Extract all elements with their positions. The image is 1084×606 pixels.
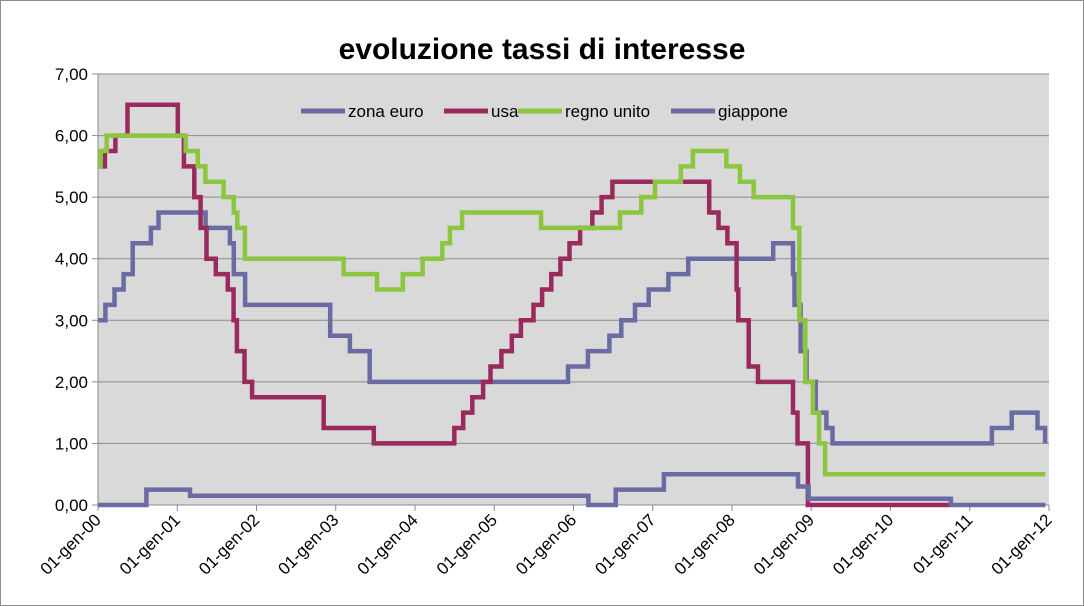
x-tick-label: 01-gen-12 (988, 510, 1056, 578)
y-tick-label: 3,00 (55, 311, 88, 330)
y-tick-label: 7,00 (55, 65, 88, 84)
y-tick-label: 1,00 (55, 434, 88, 453)
x-tick-label: 01-gen-11 (909, 510, 976, 577)
plot-area (98, 74, 1049, 505)
x-tick-label: 01-gen-08 (671, 510, 739, 578)
x-tick-label: 01-gen-05 (433, 510, 501, 578)
y-tick-label: 2,00 (55, 373, 88, 392)
x-tick-label: 01-gen-01 (116, 510, 184, 578)
x-tick-label: 01-gen-09 (750, 510, 818, 578)
x-tick-label: 01-gen-06 (512, 510, 580, 578)
series-line-usa (98, 102, 950, 508)
x-tick-label: 01-gen-02 (195, 510, 263, 578)
legend-label: giappone (718, 102, 788, 121)
x-tick-label: 01-gen-03 (274, 510, 342, 578)
y-tick-label: 4,00 (55, 250, 88, 269)
y-tick-label: 6,00 (55, 127, 88, 146)
legend-label: zona euro (348, 102, 424, 121)
legend-label: regno unito (565, 102, 650, 121)
chart-title: evoluzione tassi di interesse (339, 33, 746, 66)
series-line-giappone (98, 471, 1046, 508)
legend: zona euro usa regno unito giappone (301, 102, 788, 121)
y-tick-label: 5,00 (55, 188, 88, 207)
y-axis: 0,00 1,00 2,00 3,00 4,00 5,00 6,00 7,00 (55, 65, 99, 515)
series-line-zona-euro (98, 210, 1048, 446)
x-tick-label: 01-gen-10 (829, 510, 897, 578)
series-lines (98, 102, 1048, 508)
x-axis: 01-gen-00 01-gen-01 01-gen-02 01-gen-03 01-g… (37, 504, 1056, 579)
series-line-regno-unito (98, 133, 1046, 477)
legend-label: usa (491, 102, 519, 121)
x-tick-label: 01-gen-07 (591, 510, 659, 578)
x-tick-label: 01-gen-04 (354, 510, 422, 578)
x-tick-label: 01-gen-00 (37, 510, 105, 578)
y-tick-label: 0,00 (55, 496, 88, 515)
